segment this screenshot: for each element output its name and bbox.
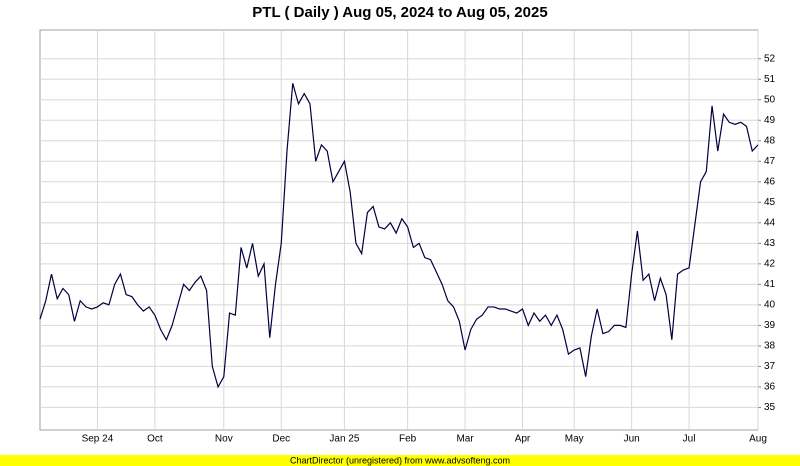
- y-tick-label: 35: [764, 402, 776, 413]
- footer-bar: [0, 455, 800, 466]
- x-tick-label: Sep 24: [82, 434, 114, 445]
- y-tick-label: 37: [764, 361, 776, 372]
- x-tick-label: Jun: [624, 434, 640, 445]
- y-tick-label: 46: [764, 176, 776, 187]
- y-tick-label: 47: [764, 156, 776, 167]
- chart-title: PTL ( Daily ) Aug 05, 2024 to Aug 05, 20…: [252, 4, 547, 21]
- y-tick-label: 40: [764, 300, 776, 311]
- x-tick-label: Oct: [147, 434, 163, 445]
- plot-area: [39, 29, 759, 431]
- x-tick-label: Mar: [456, 434, 474, 445]
- y-tick-label: 49: [764, 115, 776, 126]
- x-tick-label: Dec: [272, 434, 290, 445]
- y-tick-label: 43: [764, 238, 776, 249]
- x-tick-label: Aug: [749, 434, 767, 445]
- y-tick-label: 52: [764, 53, 776, 64]
- x-tick-label: Feb: [399, 434, 417, 445]
- y-tick-label: 42: [764, 258, 776, 269]
- y-tick-label: 41: [764, 279, 776, 290]
- price-line: [39, 83, 759, 389]
- y-tick-label: 51: [764, 74, 776, 85]
- y-tick-label: 50: [764, 94, 776, 105]
- y-tick-label: 36: [764, 382, 776, 393]
- y-tick-label: 48: [764, 135, 776, 146]
- y-tick-label: 39: [764, 320, 776, 331]
- x-tick-label: Apr: [515, 434, 531, 445]
- x-tick-label: May: [565, 434, 584, 445]
- y-tick-label: 45: [764, 197, 776, 208]
- x-tick-label: Jan 25: [329, 434, 359, 445]
- x-tick-label: Jul: [683, 434, 696, 445]
- footer: ChartDirector (unregistered) from www.ad…: [290, 455, 510, 465]
- y-tick-label: 44: [764, 217, 776, 228]
- y-tick-label: 38: [764, 341, 776, 352]
- x-tick-label: Nov: [215, 434, 233, 445]
